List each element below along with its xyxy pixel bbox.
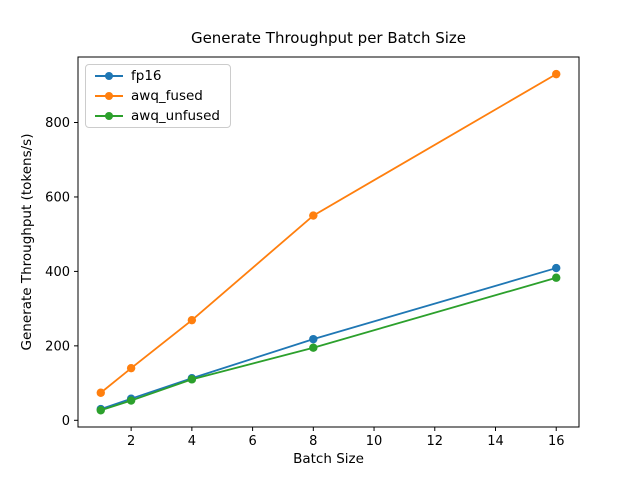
y-tick-label: 600 [45, 190, 70, 205]
series-marker-awq_unfused [552, 273, 561, 282]
legend-marker-icon [105, 92, 113, 100]
series-marker-awq_fused [309, 211, 318, 220]
series-marker-awq_fused [187, 315, 197, 325]
series-marker-awq_fused [96, 388, 105, 397]
legend-line-icon [95, 112, 123, 120]
y-tick-label: 400 [45, 265, 70, 280]
series-marker-awq_fused [126, 363, 136, 373]
x-tick-label: 12 [426, 434, 443, 449]
chart-title: Generate Throughput per Batch Size [190, 29, 467, 47]
series-marker-awq_unfused [96, 406, 105, 415]
legend-marker-icon [105, 72, 113, 80]
x-tick-label: 4 [188, 434, 196, 449]
legend-label: fp16 [131, 68, 162, 84]
x-tick-label: 14 [487, 434, 504, 449]
series-marker-awq_unfused [126, 396, 136, 405]
series-marker-awq_unfused [309, 343, 318, 352]
x-tick-label: 8 [309, 434, 317, 449]
y-tick-label: 0 [62, 414, 70, 429]
x-tick-label: 10 [366, 434, 383, 449]
series-line-awq_unfused [99, 276, 558, 412]
y-tick-label: 800 [45, 116, 70, 131]
y-axis-label: Generate Throughput (tokens/s) [19, 133, 35, 351]
series-marker-fp16 [309, 334, 318, 344]
x-tick-label: 6 [248, 434, 256, 449]
legend-line-icon [95, 72, 123, 80]
axes-frame [77, 56, 580, 428]
legend: fp16 awq_fused awq_unfused [85, 64, 231, 128]
series-marker-awq_unfused [187, 375, 197, 384]
x-tick-label: 16 [548, 434, 565, 449]
x-tick-label: 2 [127, 434, 135, 449]
legend-label: awq_unfused [131, 108, 220, 124]
legend-item-awq-unfused: awq_unfused [86, 106, 230, 126]
legend-item-fp16: fp16 [86, 66, 230, 86]
legend-item-awq-fused: awq_fused [86, 86, 230, 106]
legend-label: awq_fused [131, 88, 203, 104]
series-marker-awq_fused [552, 69, 561, 79]
legend-line-icon [95, 92, 123, 100]
legend-marker-icon [105, 112, 113, 120]
series-marker-fp16 [552, 263, 561, 273]
x-axis-label: Batch Size [293, 451, 364, 467]
y-tick-label: 200 [45, 339, 70, 354]
